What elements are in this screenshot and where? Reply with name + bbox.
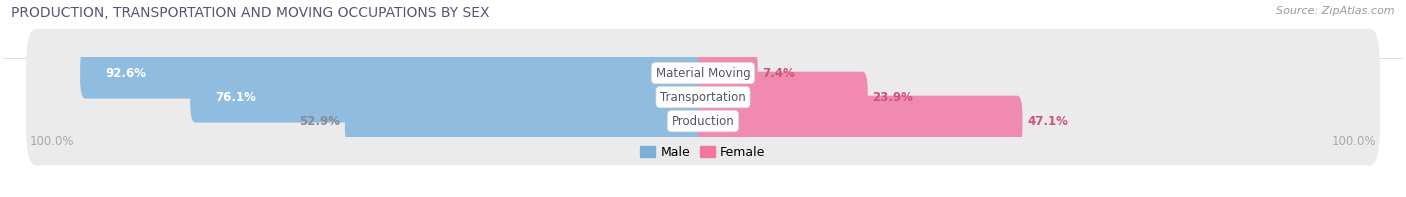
Text: 76.1%: 76.1% [215,91,256,104]
Text: PRODUCTION, TRANSPORTATION AND MOVING OCCUPATIONS BY SEX: PRODUCTION, TRANSPORTATION AND MOVING OC… [11,6,489,20]
Text: 7.4%: 7.4% [762,67,796,80]
Text: 47.1%: 47.1% [1028,115,1069,128]
Text: 100.0%: 100.0% [1331,135,1376,148]
FancyBboxPatch shape [344,96,709,147]
FancyBboxPatch shape [27,77,1379,165]
Text: Source: ZipAtlas.com: Source: ZipAtlas.com [1277,6,1395,16]
FancyBboxPatch shape [697,48,758,98]
Text: 92.6%: 92.6% [105,67,146,80]
Legend: Male, Female: Male, Female [636,141,770,164]
FancyBboxPatch shape [27,53,1379,141]
Text: 52.9%: 52.9% [299,115,340,128]
Text: Production: Production [672,115,734,128]
Text: 100.0%: 100.0% [30,135,75,148]
Text: Transportation: Transportation [661,91,745,104]
FancyBboxPatch shape [697,96,1022,147]
FancyBboxPatch shape [190,72,709,123]
FancyBboxPatch shape [697,72,868,123]
FancyBboxPatch shape [27,29,1379,117]
Text: Material Moving: Material Moving [655,67,751,80]
Text: 23.9%: 23.9% [872,91,914,104]
FancyBboxPatch shape [80,48,709,98]
